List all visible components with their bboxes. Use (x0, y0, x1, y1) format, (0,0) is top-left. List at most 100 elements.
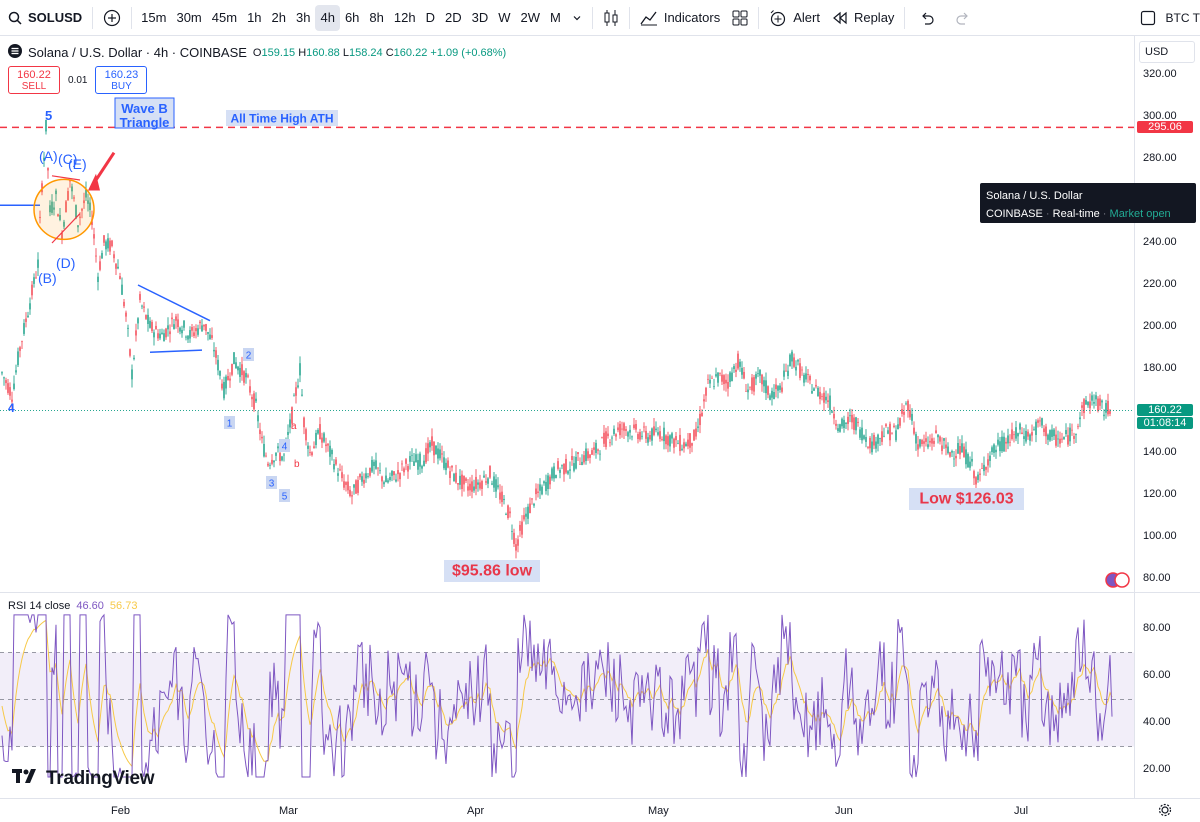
interval-button-2D[interactable]: 2D (444, 10, 462, 25)
candle-body (601, 437, 603, 439)
interval-button-30m[interactable]: 30m (176, 10, 202, 25)
candle-body (1021, 432, 1023, 435)
candle-body (551, 468, 553, 479)
interval-button-4h[interactable]: 4h (315, 4, 340, 31)
candle-body (497, 485, 499, 488)
rsi-label[interactable]: RSI 14 close (8, 600, 71, 612)
candle-body (89, 202, 91, 211)
candle-body (393, 471, 395, 476)
interval-button-D[interactable]: D (425, 10, 435, 25)
candle-body (453, 473, 455, 482)
interval-button-3D[interactable]: 3D (471, 10, 489, 25)
candle-body (543, 481, 545, 484)
low-recent-label-text: Low $126.03 (919, 491, 1013, 508)
checkbox-icon[interactable] (1140, 10, 1156, 26)
candle-body (411, 454, 413, 456)
candle-body (283, 454, 285, 456)
settings-gear-icon[interactable] (1158, 803, 1172, 820)
interval-button-15m[interactable]: 15m (141, 10, 167, 25)
candle-body (75, 205, 77, 219)
pane-divider[interactable] (0, 592, 1200, 593)
interval-button-8h[interactable]: 8h (369, 10, 384, 25)
candle-body (99, 261, 101, 270)
time-axis[interactable]: Feb Mar Apr May Jun Jul (0, 798, 1200, 822)
sell-button[interactable]: 160.22 SELL (8, 66, 60, 94)
candle-body (1067, 435, 1069, 445)
candle-body (807, 374, 809, 375)
candle-body (175, 316, 177, 321)
interval-button-6h[interactable]: 6h (344, 10, 360, 25)
candle-body (633, 424, 635, 429)
chevron-down-icon (572, 13, 582, 23)
candle-body (169, 331, 171, 335)
interval-button-3h[interactable]: 3h (296, 10, 311, 25)
interval-dropdown-button[interactable] (566, 0, 588, 36)
candle-body (231, 363, 233, 375)
candle-body (1033, 429, 1035, 431)
high-label: H (298, 46, 307, 59)
interval-button-M[interactable]: M (550, 10, 561, 25)
candle-body (755, 374, 757, 379)
price-tick-label: 180.00 (1143, 362, 1177, 374)
chart-type-button[interactable] (597, 0, 625, 36)
interval-button-2W[interactable]: 2W (520, 10, 541, 25)
open-value: 159.15 (261, 46, 296, 59)
candle-body (613, 428, 615, 435)
candle-body (581, 461, 583, 466)
interval-button-2h[interactable]: 2h (271, 10, 286, 25)
wave-b-label-bg (114, 97, 175, 129)
candle-body (101, 253, 103, 259)
candle-body (677, 443, 679, 445)
redo-button[interactable] (945, 0, 981, 36)
price-tick-label: 220.00 (1143, 278, 1177, 290)
candle-body (377, 467, 379, 469)
compare-add-button[interactable] (97, 0, 127, 36)
candle-body (219, 371, 221, 376)
candle-body (657, 432, 659, 435)
candle-body (759, 369, 761, 376)
indicators-button[interactable]: Indicators (634, 0, 726, 36)
candle-body (359, 473, 361, 478)
candle-body (249, 386, 251, 393)
alert-button[interactable]: Alert (763, 0, 826, 36)
candle-body (1063, 436, 1065, 440)
candle-body (573, 463, 575, 471)
chart-title[interactable]: Solana / U.S. Dollar · 4h · COINBASE (28, 45, 247, 60)
candle-body (521, 521, 523, 535)
symbol-search-button[interactable]: SOLUSD (0, 0, 88, 36)
wave-small-2-label: 2 (243, 348, 254, 362)
candle-body (1097, 398, 1099, 411)
candle-body (1027, 431, 1029, 437)
candle-body (893, 425, 895, 428)
tradingview-logo[interactable]: TradingView (12, 768, 155, 790)
candle-body (419, 453, 421, 467)
candle-body (185, 336, 187, 338)
candle-body (933, 440, 935, 444)
candle-body (961, 443, 963, 453)
replay-button[interactable]: Replay (826, 0, 900, 36)
second-symbol-label[interactable]: BTC T (1165, 10, 1200, 25)
candle-body (305, 429, 307, 441)
candle-body (361, 476, 363, 482)
candle-body (1057, 438, 1059, 440)
candle-body (721, 374, 723, 382)
candle-body (223, 381, 225, 399)
interval-button-45m[interactable]: 45m (211, 10, 238, 25)
interval-button-W[interactable]: W (498, 10, 511, 25)
buy-button[interactable]: 160.23 BUY (95, 66, 148, 94)
candle-body (649, 435, 651, 440)
candle-body (491, 483, 493, 485)
layout-button[interactable] (726, 0, 754, 36)
price-scale[interactable]: USD 320.00300.00280.00260.00240.00220.00… (1134, 36, 1200, 798)
undo-button[interactable] (909, 0, 945, 36)
candle-body (1055, 434, 1057, 446)
currency-selector[interactable]: USD (1139, 41, 1195, 63)
candle-body (313, 446, 315, 449)
interval-button-1h[interactable]: 1h (247, 10, 262, 25)
interval-button-12h[interactable]: 12h (393, 10, 416, 25)
candle-body (87, 200, 89, 204)
last-price-tag: 160.22 (1137, 404, 1193, 416)
candle-body (167, 325, 169, 330)
candle-body (701, 412, 703, 417)
